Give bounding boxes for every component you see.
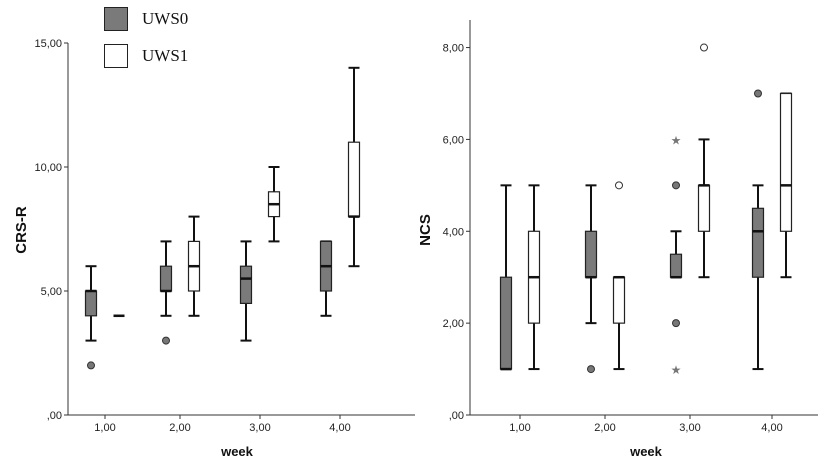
legend-label-uws0: UWS0 — [142, 9, 189, 28]
legend-label-uws1: UWS1 — [142, 46, 189, 65]
box-iqr — [84, 290, 98, 317]
outlier-point — [615, 181, 623, 190]
x-axis-title: week — [629, 444, 663, 459]
y-axis-title: CRS-R — [13, 206, 30, 254]
outlier-point — [672, 319, 680, 328]
ncs-boxplot: ,00 2,00 4,00 6,00 8,00 1,00 2,00 3,00 4,00 NCS we… — [417, 20, 818, 459]
extreme-point: ★ — [671, 133, 682, 147]
box-uws0-week-3 — [239, 240, 253, 342]
box-iqr — [612, 276, 626, 324]
crs-r-boxplot: ,00 5,00 10,00 15,00 1,00 2,00 3,00 4,00 CRS-R we… — [13, 38, 415, 459]
x-tick-label: 1,00 — [509, 422, 530, 434]
x-tick-label: 1,00 — [94, 422, 115, 434]
y-axis-title: NCS — [417, 214, 434, 246]
box-uws0-week-4 — [319, 240, 333, 317]
y-tick-label: 2,00 — [443, 318, 464, 330]
box-uws1-week-1 — [527, 184, 541, 371]
box-uws0-week-1 — [499, 184, 513, 371]
y-tick-label: 4,00 — [443, 226, 464, 238]
box-iqr — [697, 184, 711, 232]
outlier-point — [700, 43, 708, 52]
outlier-point — [587, 365, 595, 374]
outlier-point — [162, 336, 170, 345]
outlier-point — [87, 361, 95, 370]
box-iqr — [159, 265, 173, 292]
box-uws0-week-1 — [84, 265, 98, 370]
box-iqr — [584, 230, 598, 278]
legend-item-uws1: UWS1 — [104, 44, 188, 68]
x-tick-label: 2,00 — [169, 422, 190, 434]
y-tick-label: 8,00 — [443, 43, 464, 55]
y-tick-label: 6,00 — [443, 134, 464, 146]
x-tick-label: 2,00 — [594, 422, 615, 434]
x-tick-label: 3,00 — [249, 422, 270, 434]
box-iqr — [239, 265, 253, 305]
y-tick-label: ,00 — [449, 410, 464, 422]
x-tick-label: 4,00 — [761, 422, 782, 434]
box-uws1-week-4 — [347, 66, 361, 268]
x-axis-title: week — [220, 444, 254, 459]
outlier-point — [754, 89, 762, 98]
box-uws1-week-2 — [612, 181, 626, 371]
x-tick-label: 4,00 — [329, 422, 350, 434]
box-uws0-week-4 — [751, 89, 765, 371]
box-uws1-week-4 — [779, 92, 793, 279]
y-tick-label: 5,00 — [41, 286, 62, 298]
legend-item-uws0: UWS0 — [104, 7, 188, 31]
box-iqr — [499, 276, 513, 370]
y-tick-label: ,00 — [47, 410, 62, 422]
box-uws1-week-3 — [697, 43, 711, 279]
box-uws0-week-2 — [584, 184, 598, 374]
legend-swatch-uws0 — [104, 7, 128, 31]
box-uws0-week-3: ★★ — [669, 133, 683, 377]
box-iqr — [347, 141, 361, 218]
y-tick-label: 15,00 — [34, 38, 62, 50]
x-tick-label: 3,00 — [679, 422, 700, 434]
legend-swatch-uws1 — [104, 44, 128, 68]
box-uws0-week-2 — [159, 240, 173, 345]
extreme-point: ★ — [671, 363, 682, 377]
box-iqr — [669, 253, 683, 278]
box-uws1-week-2 — [187, 215, 201, 317]
box-iqr — [779, 92, 793, 232]
y-tick-label: 10,00 — [34, 162, 62, 174]
outlier-point — [672, 181, 680, 190]
box-iqr — [751, 207, 765, 278]
box-uws1-week-3 — [267, 166, 281, 243]
